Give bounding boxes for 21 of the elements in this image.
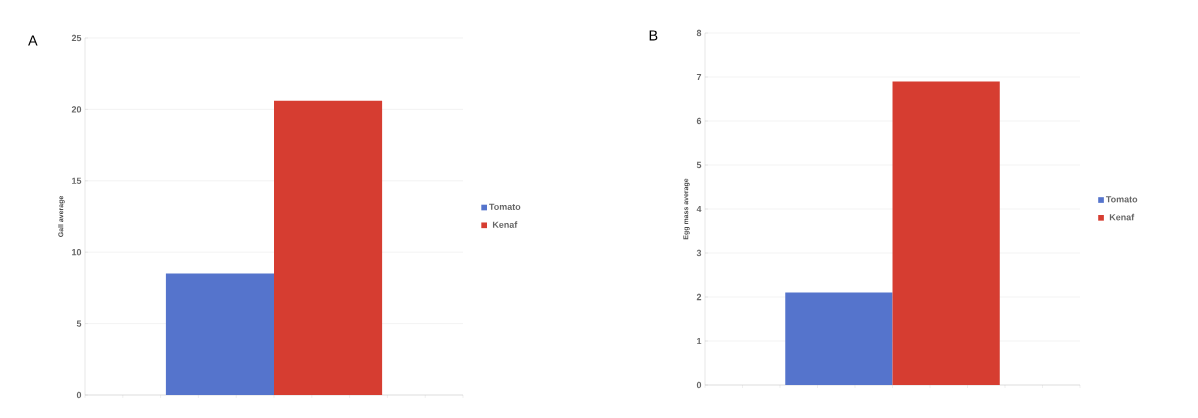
y-tick-label: 10 (72, 249, 82, 256)
y-tick-label: 5 (76, 320, 82, 327)
y-tick-label: 20 (71, 106, 82, 113)
y-tick-label: 0 (76, 391, 82, 399)
chart-title: A (28, 35, 38, 46)
y-tick-label: 2 (696, 293, 702, 301)
legend-label: Kenaf (492, 221, 518, 228)
legend-label: Tomato (489, 203, 521, 210)
y-tick-label: 4 (696, 205, 702, 213)
y-tick-label: 0 (696, 381, 702, 389)
y-tick-label: 6 (696, 117, 702, 125)
legend-label: Tomato (1105, 196, 1138, 203)
y-tick-label: 1 (697, 337, 702, 345)
chart-title: B (649, 30, 658, 41)
y-tick-label: 8 (696, 29, 702, 37)
y-tick-label: 25 (71, 34, 82, 42)
y-tick-label: 15 (72, 177, 82, 184)
legend-label: Kenaf (1109, 213, 1135, 221)
y-tick-label: 5 (696, 161, 702, 169)
y-tick-label: 3 (696, 249, 702, 257)
y-tick-label: 7 (696, 73, 702, 81)
